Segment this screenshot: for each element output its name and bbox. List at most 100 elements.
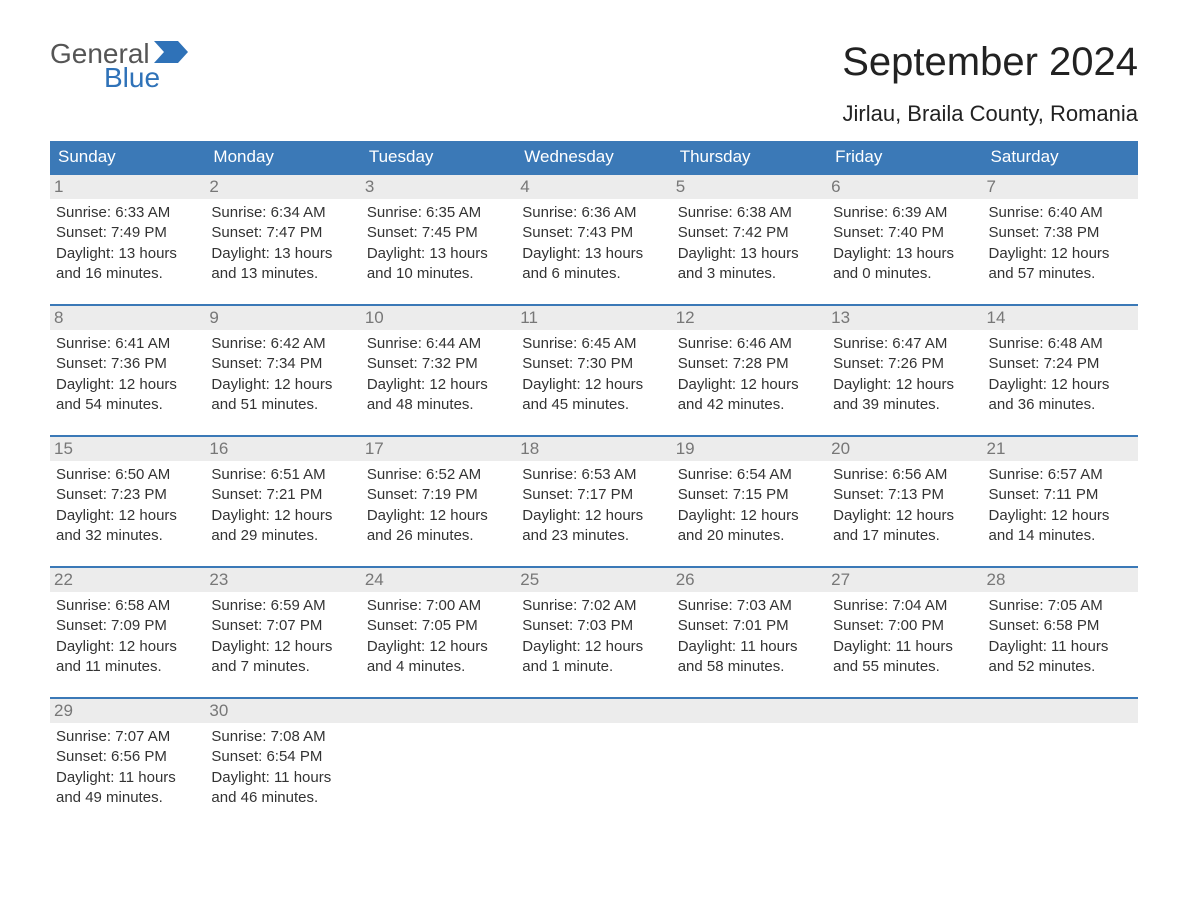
day-number: 26 [672, 568, 827, 592]
day-number: 23 [205, 568, 360, 592]
weekday-header: SundayMondayTuesdayWednesdayThursdayFrid… [50, 141, 1138, 173]
sunset-line: Sunset: 7:40 PM [833, 223, 976, 243]
sunset-line: Sunset: 7:38 PM [989, 223, 1132, 243]
daylight-line: Daylight: 12 hours and 51 minutes. [211, 375, 354, 416]
day-details: Sunrise: 6:35 AMSunset: 7:45 PMDaylight:… [367, 203, 510, 284]
sunset-line: Sunset: 7:01 PM [678, 616, 821, 636]
sunrise-line: Sunrise: 6:57 AM [989, 465, 1132, 485]
calendar-day: 20Sunrise: 6:56 AMSunset: 7:13 PMDayligh… [827, 437, 982, 552]
day-number: 8 [50, 306, 205, 330]
sunset-line: Sunset: 6:56 PM [56, 747, 199, 767]
day-details: Sunrise: 6:33 AMSunset: 7:49 PMDaylight:… [56, 203, 199, 284]
daylight-line: Daylight: 12 hours and 20 minutes. [678, 506, 821, 547]
daylight-line: Daylight: 13 hours and 3 minutes. [678, 244, 821, 285]
day-number: 30 [205, 699, 360, 723]
sunset-line: Sunset: 7:15 PM [678, 485, 821, 505]
calendar-day [672, 699, 827, 814]
weekday-saturday: Saturday [983, 141, 1138, 173]
day-number: 11 [516, 306, 671, 330]
sunrise-line: Sunrise: 6:47 AM [833, 334, 976, 354]
daylight-line: Daylight: 13 hours and 6 minutes. [522, 244, 665, 285]
day-details: Sunrise: 6:41 AMSunset: 7:36 PMDaylight:… [56, 334, 199, 415]
day-number [983, 699, 1138, 723]
daylight-line: Daylight: 12 hours and 4 minutes. [367, 637, 510, 678]
calendar-day: 12Sunrise: 6:46 AMSunset: 7:28 PMDayligh… [672, 306, 827, 421]
weekday-thursday: Thursday [672, 141, 827, 173]
logo-word-blue: Blue [104, 64, 188, 92]
calendar-day: 4Sunrise: 6:36 AMSunset: 7:43 PMDaylight… [516, 175, 671, 290]
day-details: Sunrise: 7:07 AMSunset: 6:56 PMDaylight:… [56, 727, 199, 808]
day-number: 7 [983, 175, 1138, 199]
weekday-tuesday: Tuesday [361, 141, 516, 173]
day-number: 15 [50, 437, 205, 461]
calendar-day: 9Sunrise: 6:42 AMSunset: 7:34 PMDaylight… [205, 306, 360, 421]
day-details: Sunrise: 6:51 AMSunset: 7:21 PMDaylight:… [211, 465, 354, 546]
calendar-day: 6Sunrise: 6:39 AMSunset: 7:40 PMDaylight… [827, 175, 982, 290]
sunset-line: Sunset: 7:03 PM [522, 616, 665, 636]
sunrise-line: Sunrise: 7:04 AM [833, 596, 976, 616]
day-details: Sunrise: 6:58 AMSunset: 7:09 PMDaylight:… [56, 596, 199, 677]
day-details: Sunrise: 6:59 AMSunset: 7:07 PMDaylight:… [211, 596, 354, 677]
day-details: Sunrise: 6:50 AMSunset: 7:23 PMDaylight:… [56, 465, 199, 546]
calendar-day [361, 699, 516, 814]
day-details: Sunrise: 7:03 AMSunset: 7:01 PMDaylight:… [678, 596, 821, 677]
calendar: SundayMondayTuesdayWednesdayThursdayFrid… [50, 141, 1138, 814]
sunrise-line: Sunrise: 6:58 AM [56, 596, 199, 616]
daylight-line: Daylight: 12 hours and 36 minutes. [989, 375, 1132, 416]
sunset-line: Sunset: 7:17 PM [522, 485, 665, 505]
calendar-day: 7Sunrise: 6:40 AMSunset: 7:38 PMDaylight… [983, 175, 1138, 290]
day-number [361, 699, 516, 723]
sunrise-line: Sunrise: 6:45 AM [522, 334, 665, 354]
day-details: Sunrise: 6:36 AMSunset: 7:43 PMDaylight:… [522, 203, 665, 284]
day-number: 14 [983, 306, 1138, 330]
daylight-line: Daylight: 12 hours and 39 minutes. [833, 375, 976, 416]
weekday-sunday: Sunday [50, 141, 205, 173]
daylight-line: Daylight: 11 hours and 58 minutes. [678, 637, 821, 678]
day-number: 6 [827, 175, 982, 199]
sunrise-line: Sunrise: 6:34 AM [211, 203, 354, 223]
sunset-line: Sunset: 7:07 PM [211, 616, 354, 636]
calendar-day: 19Sunrise: 6:54 AMSunset: 7:15 PMDayligh… [672, 437, 827, 552]
sunset-line: Sunset: 7:13 PM [833, 485, 976, 505]
day-number: 28 [983, 568, 1138, 592]
sunrise-line: Sunrise: 6:36 AM [522, 203, 665, 223]
day-details: Sunrise: 6:45 AMSunset: 7:30 PMDaylight:… [522, 334, 665, 415]
daylight-line: Daylight: 12 hours and 29 minutes. [211, 506, 354, 547]
daylight-line: Daylight: 12 hours and 45 minutes. [522, 375, 665, 416]
daylight-line: Daylight: 12 hours and 23 minutes. [522, 506, 665, 547]
calendar-day: 11 Sunrise: 6:45 AMSunset: 7:30 PMDayligh… [516, 306, 671, 421]
day-details: Sunrise: 7:02 AMSunset: 7:03 PMDaylight:… [522, 596, 665, 677]
day-number: 12 [672, 306, 827, 330]
day-number: 29 [50, 699, 205, 723]
sunrise-line: Sunrise: 6:56 AM [833, 465, 976, 485]
day-details: Sunrise: 6:34 AMSunset: 7:47 PMDaylight:… [211, 203, 354, 284]
location-label: Jirlau, Braila County, Romania [842, 101, 1138, 127]
day-number: 2 [205, 175, 360, 199]
sunrise-line: Sunrise: 6:54 AM [678, 465, 821, 485]
week-row: 22Sunrise: 6:58 AMSunset: 7:09 PMDayligh… [50, 566, 1138, 683]
day-details: Sunrise: 6:47 AMSunset: 7:26 PMDaylight:… [833, 334, 976, 415]
day-details: Sunrise: 7:00 AMSunset: 7:05 PMDaylight:… [367, 596, 510, 677]
sunset-line: Sunset: 7:34 PM [211, 354, 354, 374]
sunrise-line: Sunrise: 6:51 AM [211, 465, 354, 485]
day-number: 9 [205, 306, 360, 330]
calendar-day: 22Sunrise: 6:58 AMSunset: 7:09 PMDayligh… [50, 568, 205, 683]
calendar-day: 21Sunrise: 6:57 AMSunset: 7:11 PMDayligh… [983, 437, 1138, 552]
daylight-line: Daylight: 11 hours and 49 minutes. [56, 768, 199, 809]
day-number: 25 [516, 568, 671, 592]
sunrise-line: Sunrise: 6:41 AM [56, 334, 199, 354]
calendar-day: 14Sunrise: 6:48 AMSunset: 7:24 PMDayligh… [983, 306, 1138, 421]
weekday-friday: Friday [827, 141, 982, 173]
sunset-line: Sunset: 7:49 PM [56, 223, 199, 243]
day-details: Sunrise: 7:04 AMSunset: 7:00 PMDaylight:… [833, 596, 976, 677]
calendar-day: 23 Sunrise: 6:59 AMSunset: 7:07 PMDayligh… [205, 568, 360, 683]
calendar-day: 26 Sunrise: 7:03 AMSunset: 7:01 PMDayligh… [672, 568, 827, 683]
header: General Blue September 2024 Jirlau, Brai… [50, 40, 1138, 127]
day-details: Sunrise: 6:38 AMSunset: 7:42 PMDaylight:… [678, 203, 821, 284]
day-number: 13 [827, 306, 982, 330]
calendar-day: 30Sunrise: 7:08 AMSunset: 6:54 PMDayligh… [205, 699, 360, 814]
calendar-day: 29 Sunrise: 7:07 AMSunset: 6:56 PMDayligh… [50, 699, 205, 814]
calendar-day: 24Sunrise: 7:00 AMSunset: 7:05 PMDayligh… [361, 568, 516, 683]
calendar-day: 2 Sunrise: 6:34 AMSunset: 7:47 PMDaylight… [205, 175, 360, 290]
daylight-line: Daylight: 12 hours and 54 minutes. [56, 375, 199, 416]
